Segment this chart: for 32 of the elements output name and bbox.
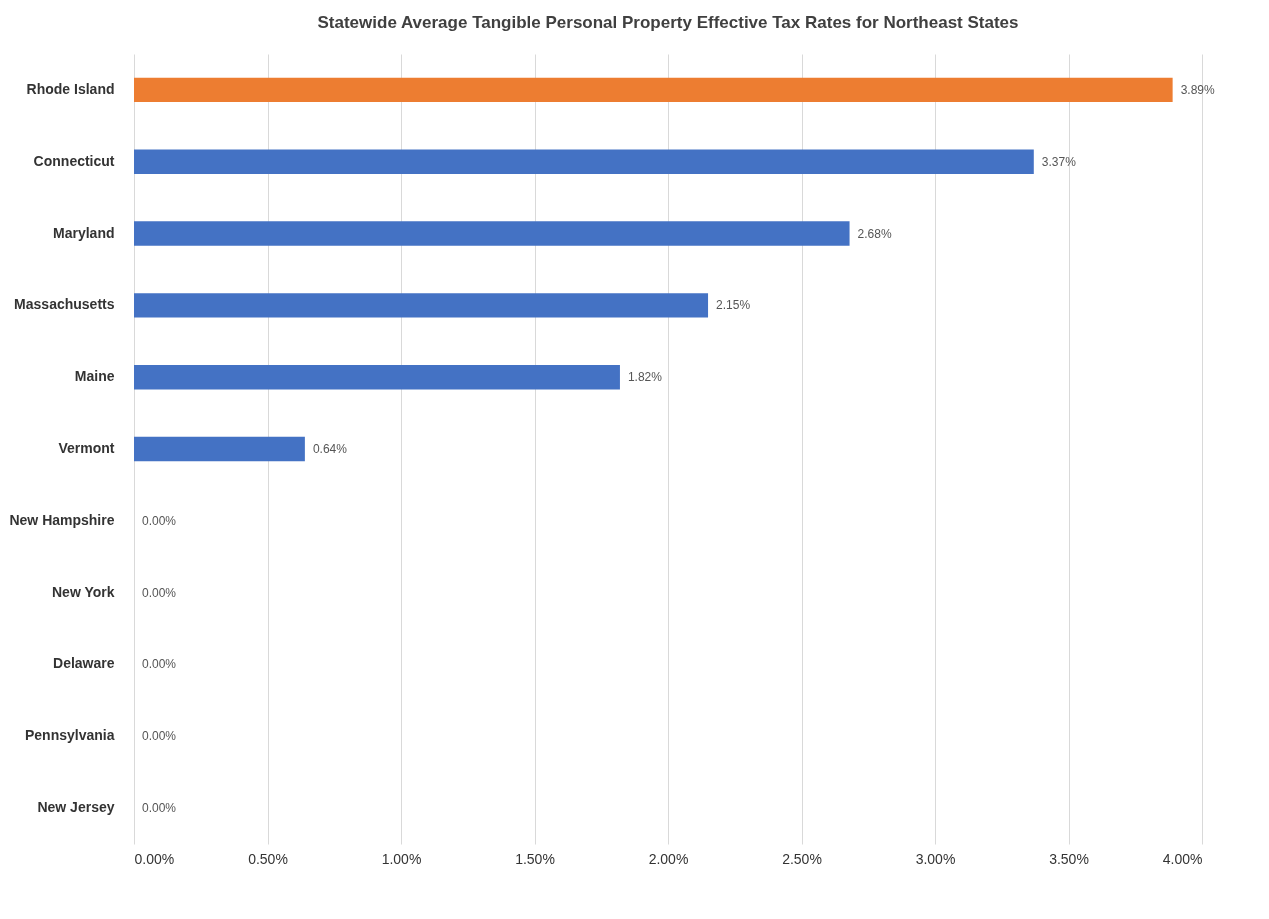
chart-title: Statewide Average Tangible Personal Property Effective Tax Rates for Northeast States [317,13,1019,32]
x-tick-label: 2.50% [782,850,822,867]
data-label: 1.82% [627,370,663,385]
y-tick-label: New Jersey [37,799,115,816]
data-label: 0.64% [312,442,348,456]
y-tick-label: Vermont [58,440,115,456]
x-tick-label: 3.00% [915,850,956,867]
y-tick-label: Maryland [53,224,115,241]
data-label: 2.68% [857,226,892,241]
data-label: 0.00% [142,729,177,744]
x-tick-label: 1.00% [381,850,422,867]
y-tick-label: Rhode Island [26,80,115,97]
y-tick-label: Delaware [53,655,115,672]
x-tick-label: 0.50% [248,850,288,867]
y-tick-label: New Hampshire [9,511,115,528]
data-label: 0.00% [142,801,177,816]
x-tick-label: 4.00% [1162,850,1203,867]
x-tick-label: 0.00% [134,850,175,867]
x-tick-label: 2.00% [648,850,689,867]
y-tick-label: Massachusetts [14,296,115,313]
y-tick-label: New York [51,583,115,600]
data-label: 3.89% [1180,82,1215,97]
data-label: 0.00% [142,513,177,528]
data-label: 0.00% [142,657,177,672]
y-tick-label: Maine [74,368,115,385]
x-tick-label: 1.50% [515,850,555,867]
x-tick-label: 3.50% [1049,850,1089,867]
data-label: 3.37% [1041,154,1077,169]
y-tick-label: Pennsylvania [25,727,115,744]
y-tick-label: Connecticut [33,152,115,169]
data-label: 2.15% [716,298,751,313]
data-label: 0.00% [142,585,177,600]
